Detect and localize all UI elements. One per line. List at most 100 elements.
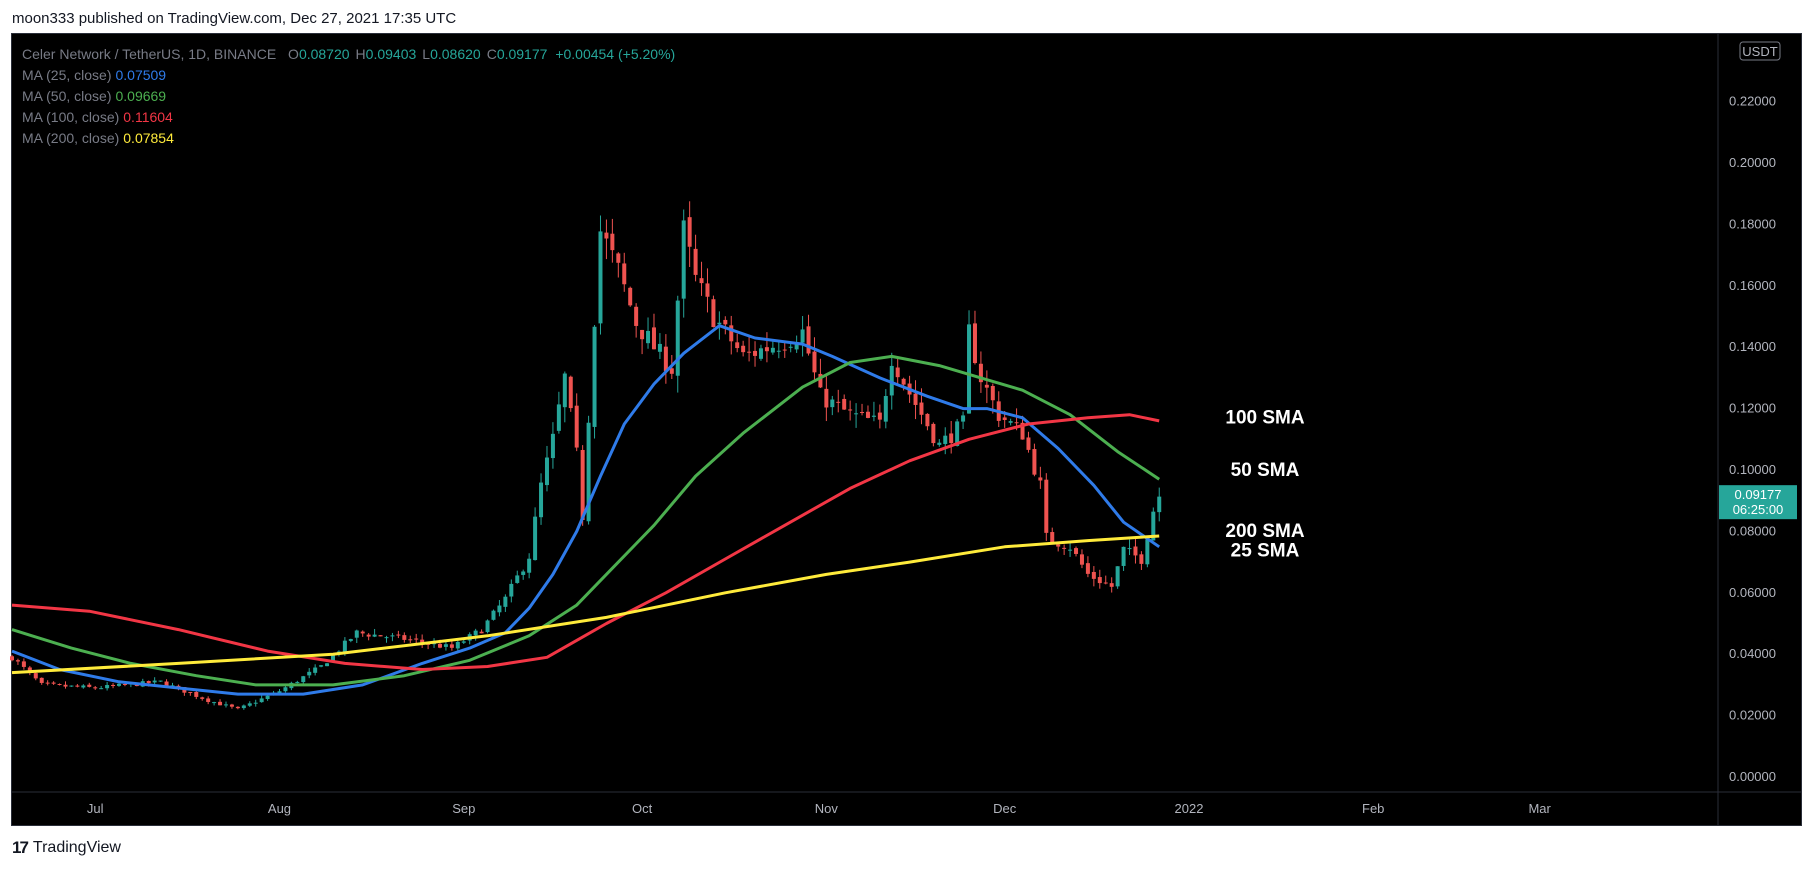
- candle[interactable]: [1157, 496, 1162, 513]
- ma-legend-row[interactable]: MA (50, close) 0.09669: [22, 86, 675, 107]
- candle[interactable]: [1008, 421, 1013, 423]
- candle[interactable]: [1127, 548, 1132, 550]
- candle[interactable]: [622, 263, 627, 285]
- candle[interactable]: [758, 348, 763, 359]
- candle[interactable]: [634, 306, 639, 326]
- candle[interactable]: [455, 641, 460, 649]
- candle[interactable]: [735, 342, 740, 349]
- candle[interactable]: [1062, 547, 1067, 549]
- candle[interactable]: [354, 630, 359, 638]
- candle[interactable]: [87, 684, 92, 687]
- candle[interactable]: [69, 685, 74, 687]
- candle[interactable]: [10, 656, 14, 661]
- candle[interactable]: [818, 373, 823, 388]
- candle[interactable]: [188, 691, 193, 693]
- candle[interactable]: [330, 654, 335, 663]
- ma-legend-row[interactable]: MA (200, close) 0.07854: [22, 128, 675, 149]
- candle[interactable]: [604, 232, 609, 239]
- candle[interactable]: [521, 571, 526, 575]
- candle[interactable]: [241, 705, 246, 709]
- candle[interactable]: [806, 326, 811, 354]
- candle[interactable]: [81, 685, 86, 688]
- candle[interactable]: [812, 351, 817, 373]
- candle[interactable]: [27, 667, 32, 673]
- candle[interactable]: [598, 231, 603, 324]
- candle[interactable]: [628, 287, 633, 306]
- candle[interactable]: [931, 423, 936, 444]
- candle[interactable]: [485, 620, 490, 633]
- candle[interactable]: [283, 687, 288, 692]
- candle[interactable]: [1121, 546, 1126, 566]
- candle[interactable]: [176, 685, 181, 688]
- ma-legend-row[interactable]: MA (100, close) 0.11604: [22, 107, 675, 128]
- candle[interactable]: [319, 665, 324, 667]
- candle[interactable]: [473, 630, 478, 636]
- candle[interactable]: [265, 695, 270, 700]
- candle[interactable]: [610, 233, 615, 251]
- candle[interactable]: [99, 688, 104, 690]
- candle[interactable]: [122, 684, 127, 686]
- candle[interactable]: [776, 350, 781, 352]
- candle[interactable]: [788, 346, 793, 348]
- candle[interactable]: [830, 399, 835, 408]
- candle[interactable]: [544, 457, 549, 486]
- candle[interactable]: [366, 634, 371, 637]
- candle[interactable]: [651, 327, 656, 350]
- candle[interactable]: [675, 300, 680, 376]
- candle[interactable]: [342, 640, 347, 652]
- candle[interactable]: [206, 698, 211, 702]
- candle[interactable]: [491, 610, 496, 620]
- candle[interactable]: [865, 411, 870, 418]
- candle[interactable]: [901, 378, 906, 385]
- candle[interactable]: [384, 637, 389, 639]
- candle[interactable]: [723, 319, 728, 325]
- candle[interactable]: [1068, 549, 1073, 551]
- candle[interactable]: [949, 433, 954, 444]
- candle[interactable]: [943, 435, 948, 444]
- candle[interactable]: [1032, 449, 1037, 475]
- candle[interactable]: [961, 415, 966, 422]
- candle[interactable]: [669, 368, 674, 374]
- candle[interactable]: [229, 704, 234, 707]
- candle[interactable]: [699, 278, 704, 284]
- candle[interactable]: [1020, 422, 1025, 440]
- candle[interactable]: [33, 673, 38, 679]
- candle[interactable]: [390, 635, 395, 637]
- ma-line[interactable]: [11, 354, 1161, 687]
- candle[interactable]: [967, 324, 972, 414]
- candle[interactable]: [105, 685, 110, 689]
- candle[interactable]: [15, 660, 20, 662]
- candle[interactable]: [212, 702, 217, 704]
- ma-line[interactable]: [11, 413, 1160, 671]
- candle[interactable]: [711, 299, 716, 328]
- candle[interactable]: [592, 326, 597, 427]
- candle[interactable]: [1038, 477, 1043, 481]
- candle[interactable]: [616, 253, 621, 263]
- candle[interactable]: [663, 346, 668, 372]
- candle[interactable]: [1097, 577, 1102, 584]
- candle[interactable]: [200, 697, 205, 699]
- candle[interactable]: [824, 388, 829, 408]
- candle[interactable]: [146, 681, 151, 684]
- currency-tag[interactable]: [1739, 41, 1781, 61]
- candle[interactable]: [640, 329, 645, 340]
- candle[interactable]: [925, 413, 930, 427]
- candle[interactable]: [842, 398, 847, 410]
- candle[interactable]: [307, 671, 312, 676]
- candle[interactable]: [1079, 554, 1084, 565]
- candle[interactable]: [51, 682, 56, 684]
- candle[interactable]: [836, 401, 841, 403]
- candle[interactable]: [1074, 548, 1079, 554]
- ma-legend-row[interactable]: MA (25, close) 0.07509: [22, 65, 675, 86]
- candle[interactable]: [741, 345, 746, 353]
- candle[interactable]: [848, 409, 853, 411]
- candle[interactable]: [717, 322, 722, 325]
- candle[interactable]: [218, 701, 223, 706]
- candle[interactable]: [449, 644, 454, 648]
- candle[interactable]: [164, 681, 169, 687]
- tradingview-footer[interactable]: 17 TradingView: [12, 838, 121, 858]
- candle[interactable]: [681, 220, 686, 299]
- candle[interactable]: [574, 405, 579, 448]
- candle[interactable]: [705, 283, 710, 297]
